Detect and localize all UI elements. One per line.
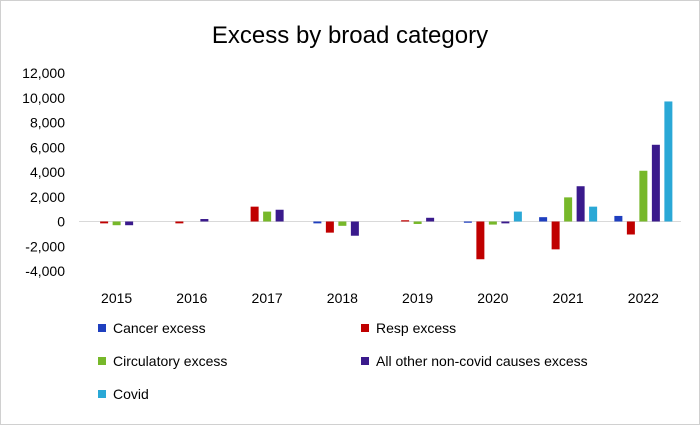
bar-2017-2 — [263, 211, 272, 222]
y-tick-label: 12,000 — [22, 65, 65, 81]
bar-2018-2 — [338, 221, 347, 226]
bar-2017-3 — [275, 209, 284, 222]
bar-2021-0 — [539, 217, 548, 222]
x-tick-label: 2018 — [327, 290, 358, 306]
y-tick-label: -2,000 — [25, 238, 65, 254]
y-axis: -4,000 -2,000 0 2,000 4,000 6,000 8,000 10,000 1… — [22, 65, 681, 279]
legend-swatch — [361, 357, 369, 365]
x-tick-label: 2017 — [252, 290, 283, 306]
bar-2018-1 — [325, 221, 334, 233]
bar-2019-3 — [426, 217, 435, 222]
bar-2022-4 — [664, 101, 673, 222]
y-tick-label: 8,000 — [30, 115, 65, 131]
legend-swatch — [98, 390, 106, 398]
x-tick-label: 2015 — [101, 290, 132, 306]
bar-2017-1 — [250, 206, 259, 222]
x-tick-label: 2019 — [402, 290, 433, 306]
bar-2019-1 — [401, 220, 410, 222]
y-tick-label: 2,000 — [30, 189, 65, 205]
y-tick-label: 0 — [57, 214, 65, 230]
bar-2021-3 — [576, 186, 585, 222]
bar-2020-1 — [476, 221, 485, 260]
bar-2020-3 — [501, 221, 510, 224]
legend: Cancer excess Resp excess Circulatory exce… — [98, 320, 588, 402]
bar-2020-2 — [488, 221, 497, 225]
bar-2015-1 — [100, 221, 109, 224]
y-tick-label: 4,000 — [30, 164, 65, 180]
x-axis: 2015 2016 2017 2018 2019 2020 2021 2022 — [101, 290, 659, 306]
bar-2016-3 — [200, 219, 209, 222]
x-tick-label: 2022 — [628, 290, 659, 306]
bar-2022-2 — [639, 170, 648, 222]
bar-2016-1 — [175, 221, 184, 224]
bar-2018-3 — [350, 221, 359, 236]
chart-title: Excess by broad category — [212, 22, 488, 49]
y-tick-label: 10,000 — [22, 90, 65, 106]
x-tick-label: 2016 — [176, 290, 207, 306]
legend-label: All other non-covid causes excess — [376, 353, 588, 369]
bar-2020-0 — [463, 221, 472, 223]
bar-2020-4 — [513, 211, 522, 222]
bar-2019-2 — [413, 221, 422, 224]
legend-label: Cancer excess — [113, 320, 206, 336]
y-tick-label: -4,000 — [25, 263, 65, 279]
x-tick-label: 2020 — [477, 290, 508, 306]
legend-swatch — [98, 324, 106, 332]
y-tick-label: 6,000 — [30, 139, 65, 155]
legend-swatch — [98, 357, 106, 365]
bar-2022-1 — [626, 221, 635, 235]
bars — [100, 101, 673, 260]
bar-2021-1 — [551, 221, 560, 250]
x-tick-label: 2021 — [553, 290, 584, 306]
bar-2022-3 — [651, 144, 660, 222]
legend-label: Resp excess — [376, 320, 456, 336]
bar-2015-2 — [112, 221, 121, 226]
bar-2018-0 — [313, 221, 322, 224]
bar-2021-4 — [589, 206, 598, 222]
legend-swatch — [361, 324, 369, 332]
legend-label: Covid — [113, 386, 149, 402]
bar-2015-3 — [125, 221, 134, 226]
bar-2022-0 — [614, 215, 623, 222]
bar-2021-2 — [564, 197, 573, 222]
legend-label: Circulatory excess — [113, 353, 227, 369]
